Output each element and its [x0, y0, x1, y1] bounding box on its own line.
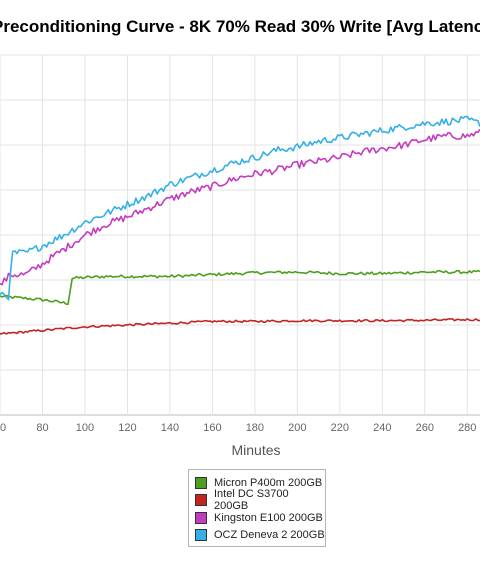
x-tick-label: 240: [373, 422, 391, 434]
legend-swatch: [195, 529, 207, 542]
legend-swatch: [195, 511, 207, 524]
x-tick-label: 100: [76, 422, 94, 434]
legend-item: OCZ Deneva 2 200GB: [195, 527, 325, 545]
x-axis-label: Minutes: [231, 442, 280, 458]
x-tick-label: 80: [36, 422, 48, 434]
legend-swatch: [195, 494, 207, 507]
legend-item: Micron P400m 200GB: [195, 474, 325, 492]
legend-item: Kingston E100 200GB: [195, 509, 325, 527]
x-tick-label: 220: [331, 422, 349, 434]
legend-label: OCZ Deneva 2 200GB: [214, 529, 325, 542]
x-tick-label: 140: [161, 422, 179, 434]
x-tick-label: 120: [118, 422, 136, 434]
legend-label: Kingston E100 200GB: [214, 511, 323, 524]
grid-lines: [0, 54, 480, 416]
series-lines: [0, 115, 480, 335]
x-tick-label: 200: [288, 422, 306, 434]
chart-title: Preconditioning Curve - 8K 70% Read 30% …: [0, 17, 480, 36]
series-line-4: [0, 115, 480, 301]
legend-item: Intel DC S3700 200GB: [195, 488, 325, 512]
series-line-1: [0, 269, 480, 306]
x-tick-labels: 60 80 100 120 140 160 180 200 220 240 260 280: [0, 422, 476, 434]
legend-label: Micron P400m 200GB: [214, 476, 323, 489]
series-line-3: [0, 128, 480, 286]
series-line-2: [0, 318, 480, 335]
legend-label: Intel DC S3700 200GB: [214, 488, 289, 513]
x-tick-label: 180: [246, 422, 264, 434]
legend: Micron P400m 200GB Intel DC S3700 200GB Ki…: [188, 469, 326, 547]
x-tick-label: 260: [416, 422, 434, 434]
x-tick-label: 60: [0, 422, 6, 434]
legend-swatch: [195, 476, 207, 489]
x-tick-label: 160: [203, 422, 221, 434]
x-tick-label: 280: [458, 422, 476, 434]
